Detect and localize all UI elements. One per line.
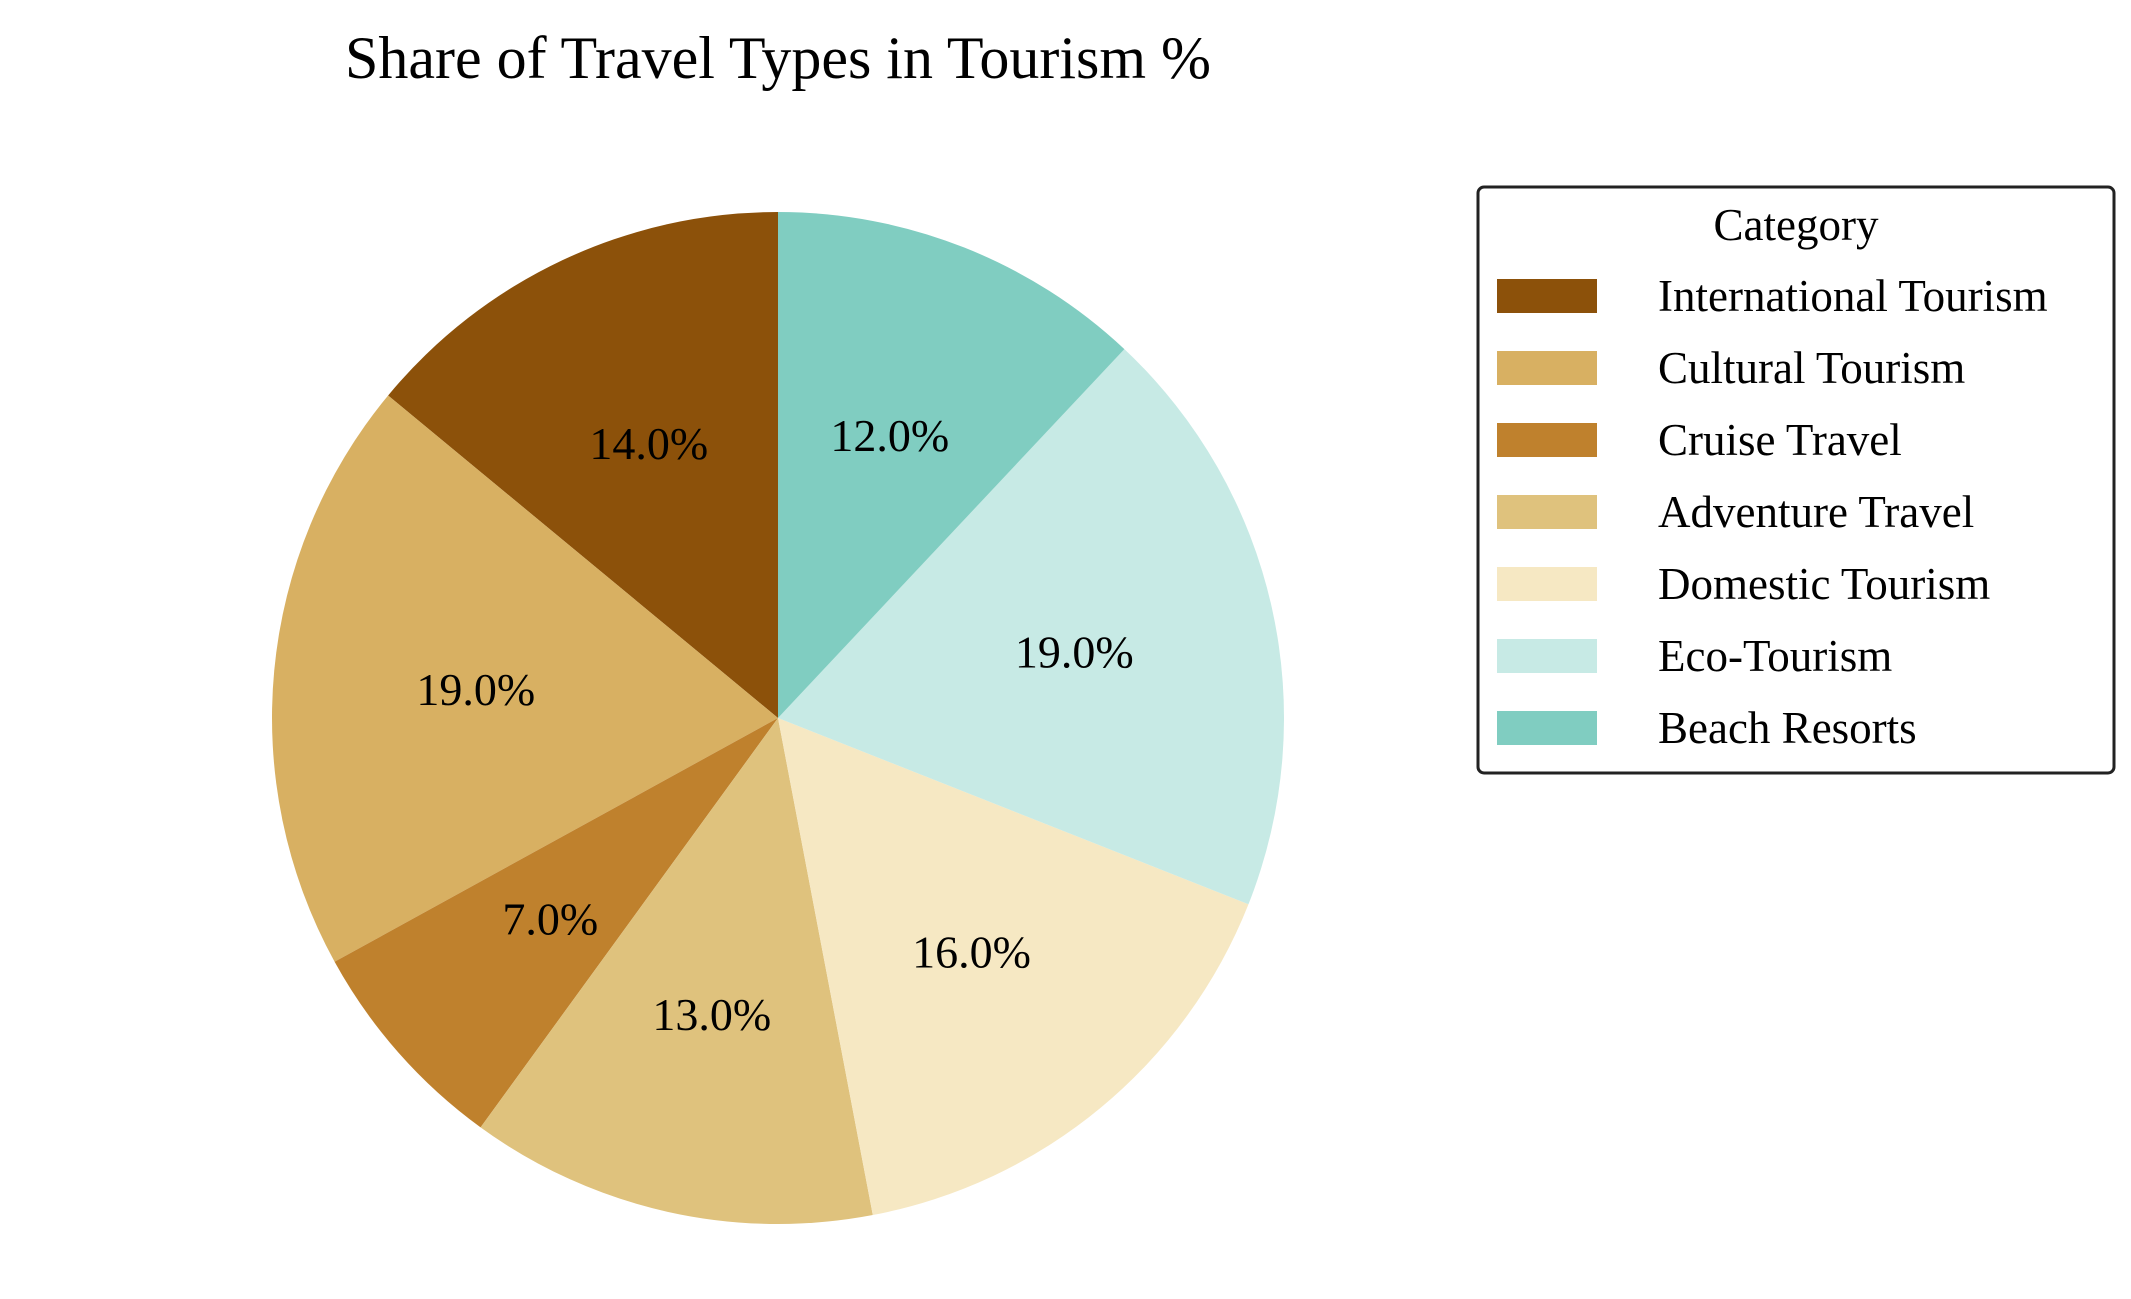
legend-label-domestic-tourism: Domestic Tourism — [1658, 559, 1990, 609]
slice-label-cruise-travel: 7.0% — [502, 893, 598, 944]
legend-item-cultural-tourism: Cultural Tourism — [1497, 343, 1965, 393]
legend-item-domestic-tourism: Domestic Tourism — [1497, 559, 1990, 609]
legend-label-cruise-travel: Cruise Travel — [1658, 415, 1902, 465]
pie-slices — [271, 212, 1285, 1225]
legend-swatch-cruise-travel — [1497, 423, 1597, 457]
legend-frame — [1476, 185, 2116, 775]
legend-swatch-eco-tourism — [1497, 639, 1597, 673]
pie-slice-domestic-tourism — [778, 718, 1249, 1216]
slice-label-adventure-travel: 13.0% — [652, 989, 771, 1040]
legend-item-international-tourism: International Tourism — [1497, 271, 2048, 321]
legend-label-international-tourism: International Tourism — [1658, 271, 2048, 321]
legend-items: International Tourism Cultural Tourism Cru… — [1497, 271, 2048, 753]
legend-label-cultural-tourism: Cultural Tourism — [1658, 343, 1965, 393]
legend-item-adventure-travel: Adventure Travel — [1497, 487, 1974, 537]
slice-label-domestic-tourism: 16.0% — [912, 926, 1031, 977]
pie-slice-cruise-travel — [334, 718, 778, 1128]
legend-swatch-adventure-travel — [1497, 495, 1597, 529]
legend-label-adventure-travel: Adventure Travel — [1658, 487, 1974, 537]
slice-label-cultural-tourism: 19.0% — [416, 664, 535, 715]
legend-label-eco-tourism: Eco-Tourism — [1658, 631, 1892, 681]
pie-slice-beach-resorts — [778, 212, 1125, 718]
slice-label-international-tourism: 14.0% — [589, 418, 708, 469]
legend-item-eco-tourism: Eco-Tourism — [1497, 631, 1892, 681]
legend-swatch-beach-resorts — [1497, 711, 1597, 745]
legend-swatch-international-tourism — [1497, 279, 1597, 313]
slice-label-eco-tourism: 19.0% — [1015, 626, 1134, 677]
pie-slice-eco-tourism — [778, 349, 1285, 905]
pie-slice-adventure-travel — [480, 718, 873, 1225]
pie-slice-international-tourism — [388, 212, 778, 718]
legend-item-beach-resorts: Beach Resorts — [1497, 703, 1917, 753]
pie-slice-cultural-tourism — [271, 395, 778, 962]
legend-item-cruise-travel: Cruise Travel — [1497, 415, 1902, 465]
legend: Category International Tourism Cultural T… — [1476, 185, 2116, 775]
legend-title: Category — [1714, 200, 1879, 250]
pie-slice-labels: 14.0% 19.0% 7.0% 13.0% 16.0% 19.0% 12.0% — [416, 410, 1133, 1040]
slice-label-beach-resorts: 12.0% — [830, 410, 949, 461]
legend-swatch-cultural-tourism — [1497, 351, 1597, 385]
chart-title: Share of Travel Types in Tourism % — [345, 25, 1211, 91]
legend-label-beach-resorts: Beach Resorts — [1658, 703, 1917, 753]
legend-swatch-domestic-tourism — [1497, 567, 1597, 601]
